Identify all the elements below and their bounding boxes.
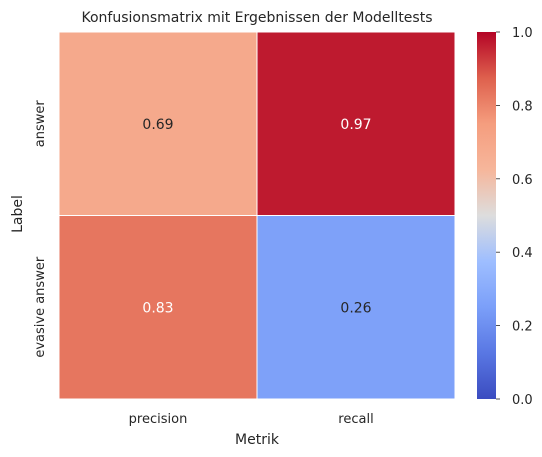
x-axis-label: Metrik	[235, 432, 280, 448]
y-tick-label-evasive-answer: evasive answer	[33, 256, 48, 357]
heatmap-cell-evasive-answer-precision	[58, 215, 258, 400]
chart-title: Konfusionsmatrix mit Ergebnissen der Mod…	[81, 10, 432, 26]
heatmap-cell-answer-precision	[58, 31, 258, 216]
heatmap-cells	[58, 31, 456, 400]
cell-value-label: 0.69	[142, 117, 173, 133]
y-tick-labels: answer evasive answer	[33, 100, 48, 358]
x-tick-labels: precision recall	[129, 412, 374, 427]
y-axis-label: Label	[10, 195, 26, 233]
y-tick-label-answer: answer	[33, 100, 48, 148]
heatmap-cell-labels: 0.69 0.97 0.83 0.26	[142, 117, 371, 317]
colorbar-tick-label: 0.8	[512, 99, 533, 114]
x-tick-label-recall: recall	[338, 412, 373, 427]
x-tick-label-precision: precision	[129, 412, 188, 427]
cell-value-label: 0.83	[142, 300, 173, 316]
cell-value-label: 0.26	[340, 300, 371, 316]
colorbar-ticks: 0.0 0.2 0.4 0.6 0.8 1.0	[496, 26, 533, 408]
colorbar	[477, 32, 496, 399]
heatmap-cell-evasive-answer-recall	[256, 215, 456, 400]
colorbar-tick-label: 0.4	[512, 246, 533, 261]
heatmap-cell-answer-recall	[256, 31, 456, 216]
colorbar-tick-label: 0.2	[512, 320, 533, 335]
colorbar-tick-label: 0.6	[512, 173, 533, 188]
cell-value-label: 0.97	[340, 117, 371, 133]
colorbar-tick-label: 1.0	[512, 26, 533, 41]
colorbar-tick-label: 0.0	[512, 393, 533, 408]
